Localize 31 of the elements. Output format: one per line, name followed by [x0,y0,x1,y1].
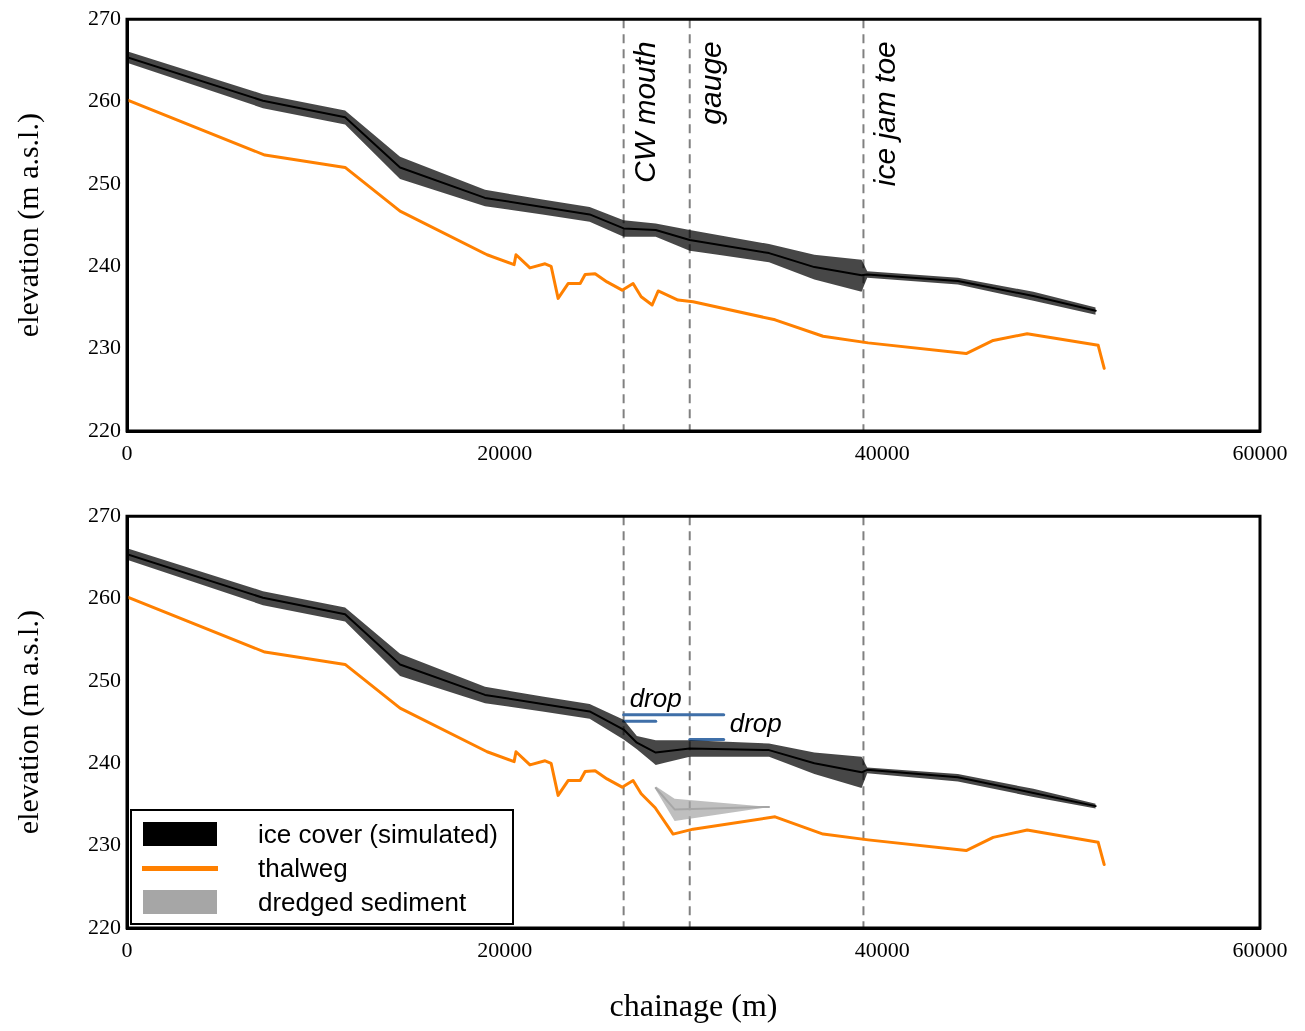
annotation: drop [629,682,682,713]
legend-label: dredged sediment [258,886,467,918]
x-tick-label: 60000 [1232,439,1288,465]
y-tick-label: 240 [88,252,121,278]
legend-label: ice cover (simulated) [258,818,498,850]
x-tick-label: 0 [121,936,133,962]
y-axis-title: elevation (m a.s.l.) [10,113,45,338]
x-tick-label: 60000 [1232,936,1288,962]
legend-label: thalweg [258,852,348,884]
y-tick-label: 250 [88,666,121,692]
ref-line-label: ice jam toe [867,41,901,187]
x-tick-label: 40000 [854,936,910,962]
ref-line-label: gauge [694,41,728,125]
y-tick-label: 270 [88,4,121,30]
ref-line-label: CW mouth [627,41,661,183]
x-tick-label: 0 [121,439,133,465]
y-tick-label: 220 [88,416,121,442]
annotation: drop [729,707,782,738]
y-tick-label: 260 [88,87,121,113]
x-tick-label: 40000 [854,439,910,465]
x-tick-label: 20000 [477,439,533,465]
y-tick-label: 230 [88,831,121,857]
y-tick-label: 230 [88,334,121,360]
y-tick-label: 260 [88,584,121,610]
y-tick-label: 270 [88,501,121,527]
y-axis-title: elevation (m a.s.l.) [10,610,45,835]
x-axis-title: chainage (m) [609,987,778,1024]
y-tick-label: 250 [88,169,121,195]
x-tick-label: 20000 [477,936,533,962]
y-tick-label: 220 [88,913,121,939]
y-tick-label: 240 [88,749,121,775]
